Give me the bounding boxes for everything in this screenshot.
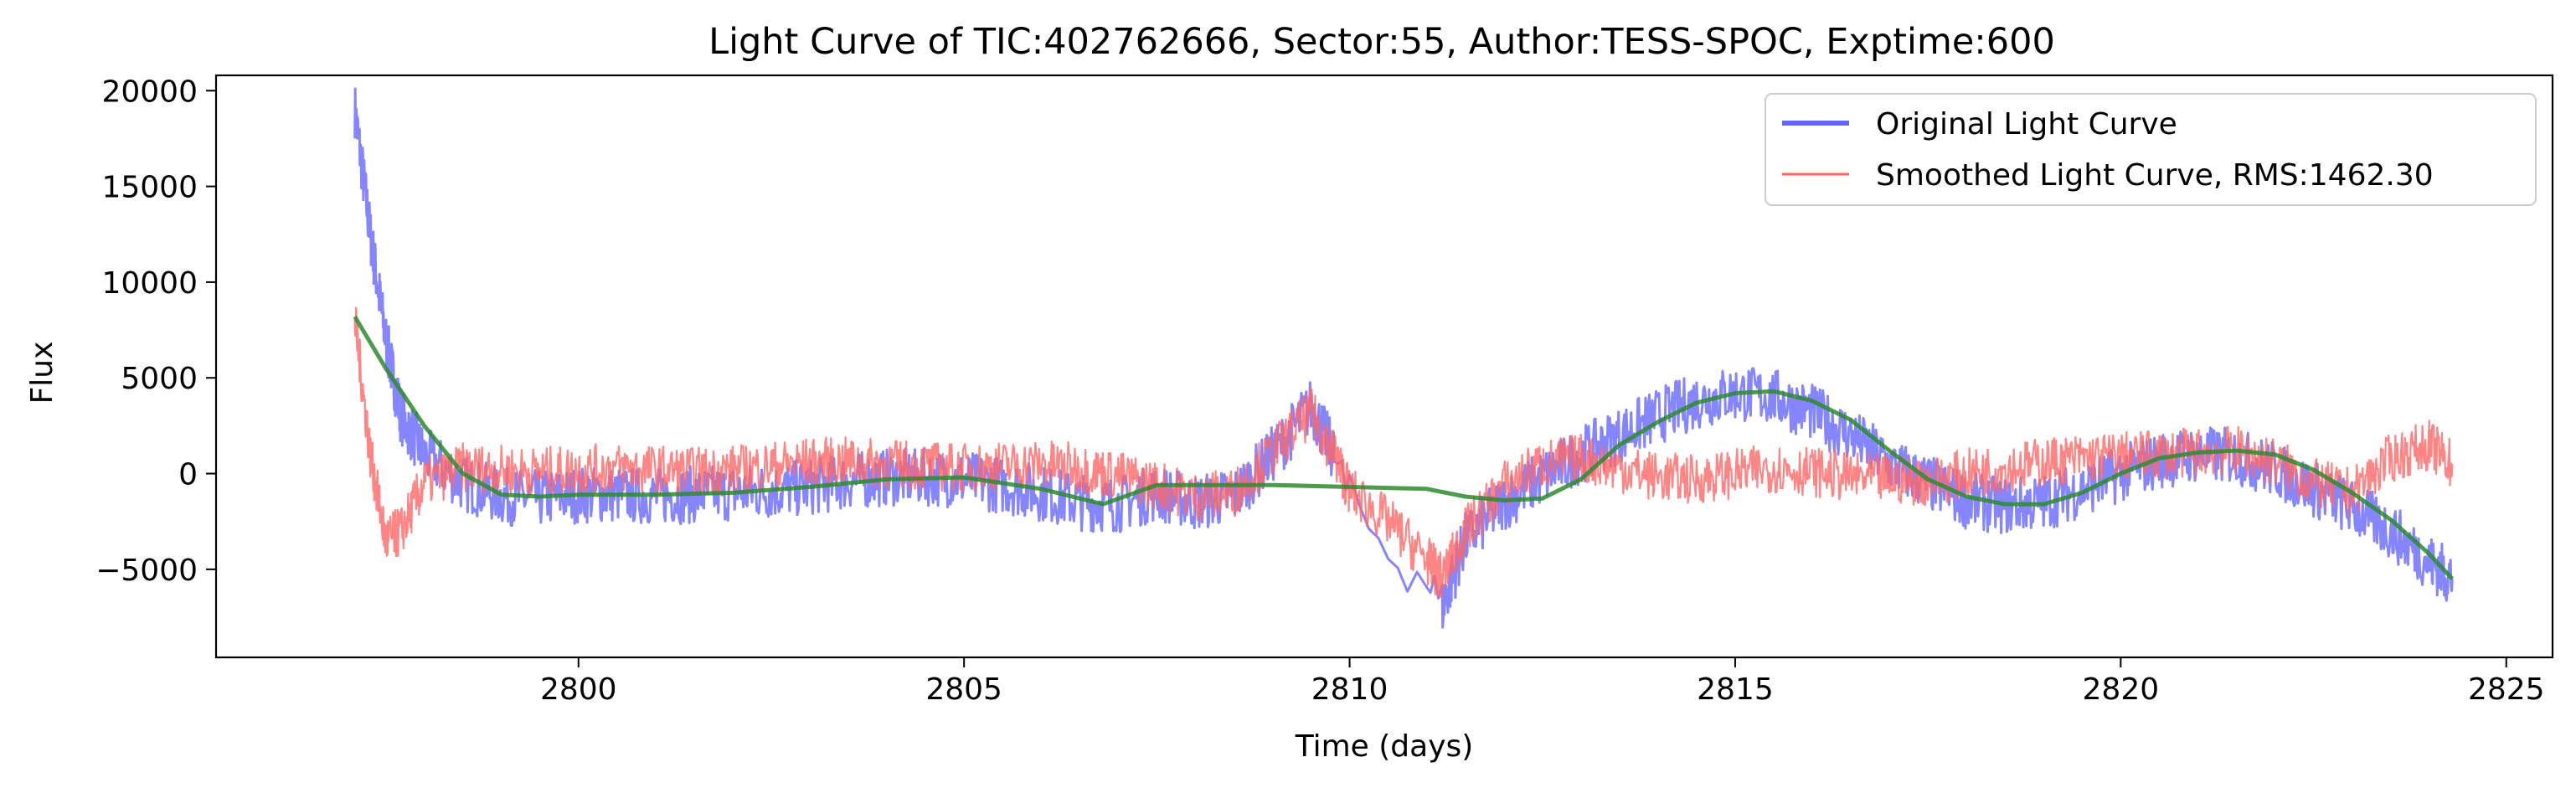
y-tick-label: 0 (178, 458, 198, 492)
y-tick-label: 20000 (101, 75, 198, 109)
legend: Original Light Curve Smoothed Light Curv… (1765, 93, 2537, 206)
chart-title: Light Curve of TIC:402762666, Sector:55,… (708, 21, 2055, 63)
x-tick-label: 2815 (1697, 672, 1774, 707)
y-tick-label: 5000 (121, 362, 198, 396)
plot-frame (214, 74, 2554, 659)
x-tick-label: 2810 (1311, 672, 1388, 707)
series-line-1 (353, 306, 2454, 600)
y-axis: −5000 0 5000 10000 15000 20000 (95, 75, 216, 588)
y-axis-label: Flux (25, 342, 59, 404)
x-axis-label: Time (days) (1295, 729, 1474, 764)
y-tick-label: −5000 (95, 554, 198, 588)
x-tick-label: 2800 (540, 672, 617, 707)
series-line-2 (353, 315, 2455, 580)
legend-box (1765, 93, 2537, 206)
x-tick-label: 2820 (2083, 672, 2160, 707)
y-tick-label: 10000 (101, 266, 198, 301)
x-tick-label: 2805 (925, 672, 1002, 707)
x-axis: 2800 2805 2810 2815 2820 2825 (540, 657, 2545, 707)
x-tick-label: 2825 (2468, 672, 2545, 707)
legend-label-original: Original Light Curve (1876, 107, 2177, 142)
series-layer (353, 87, 2455, 629)
y-tick-label: 15000 (101, 171, 198, 205)
legend-label-smoothed: Smoothed Light Curve, RMS:1462.30 (1876, 158, 2434, 193)
